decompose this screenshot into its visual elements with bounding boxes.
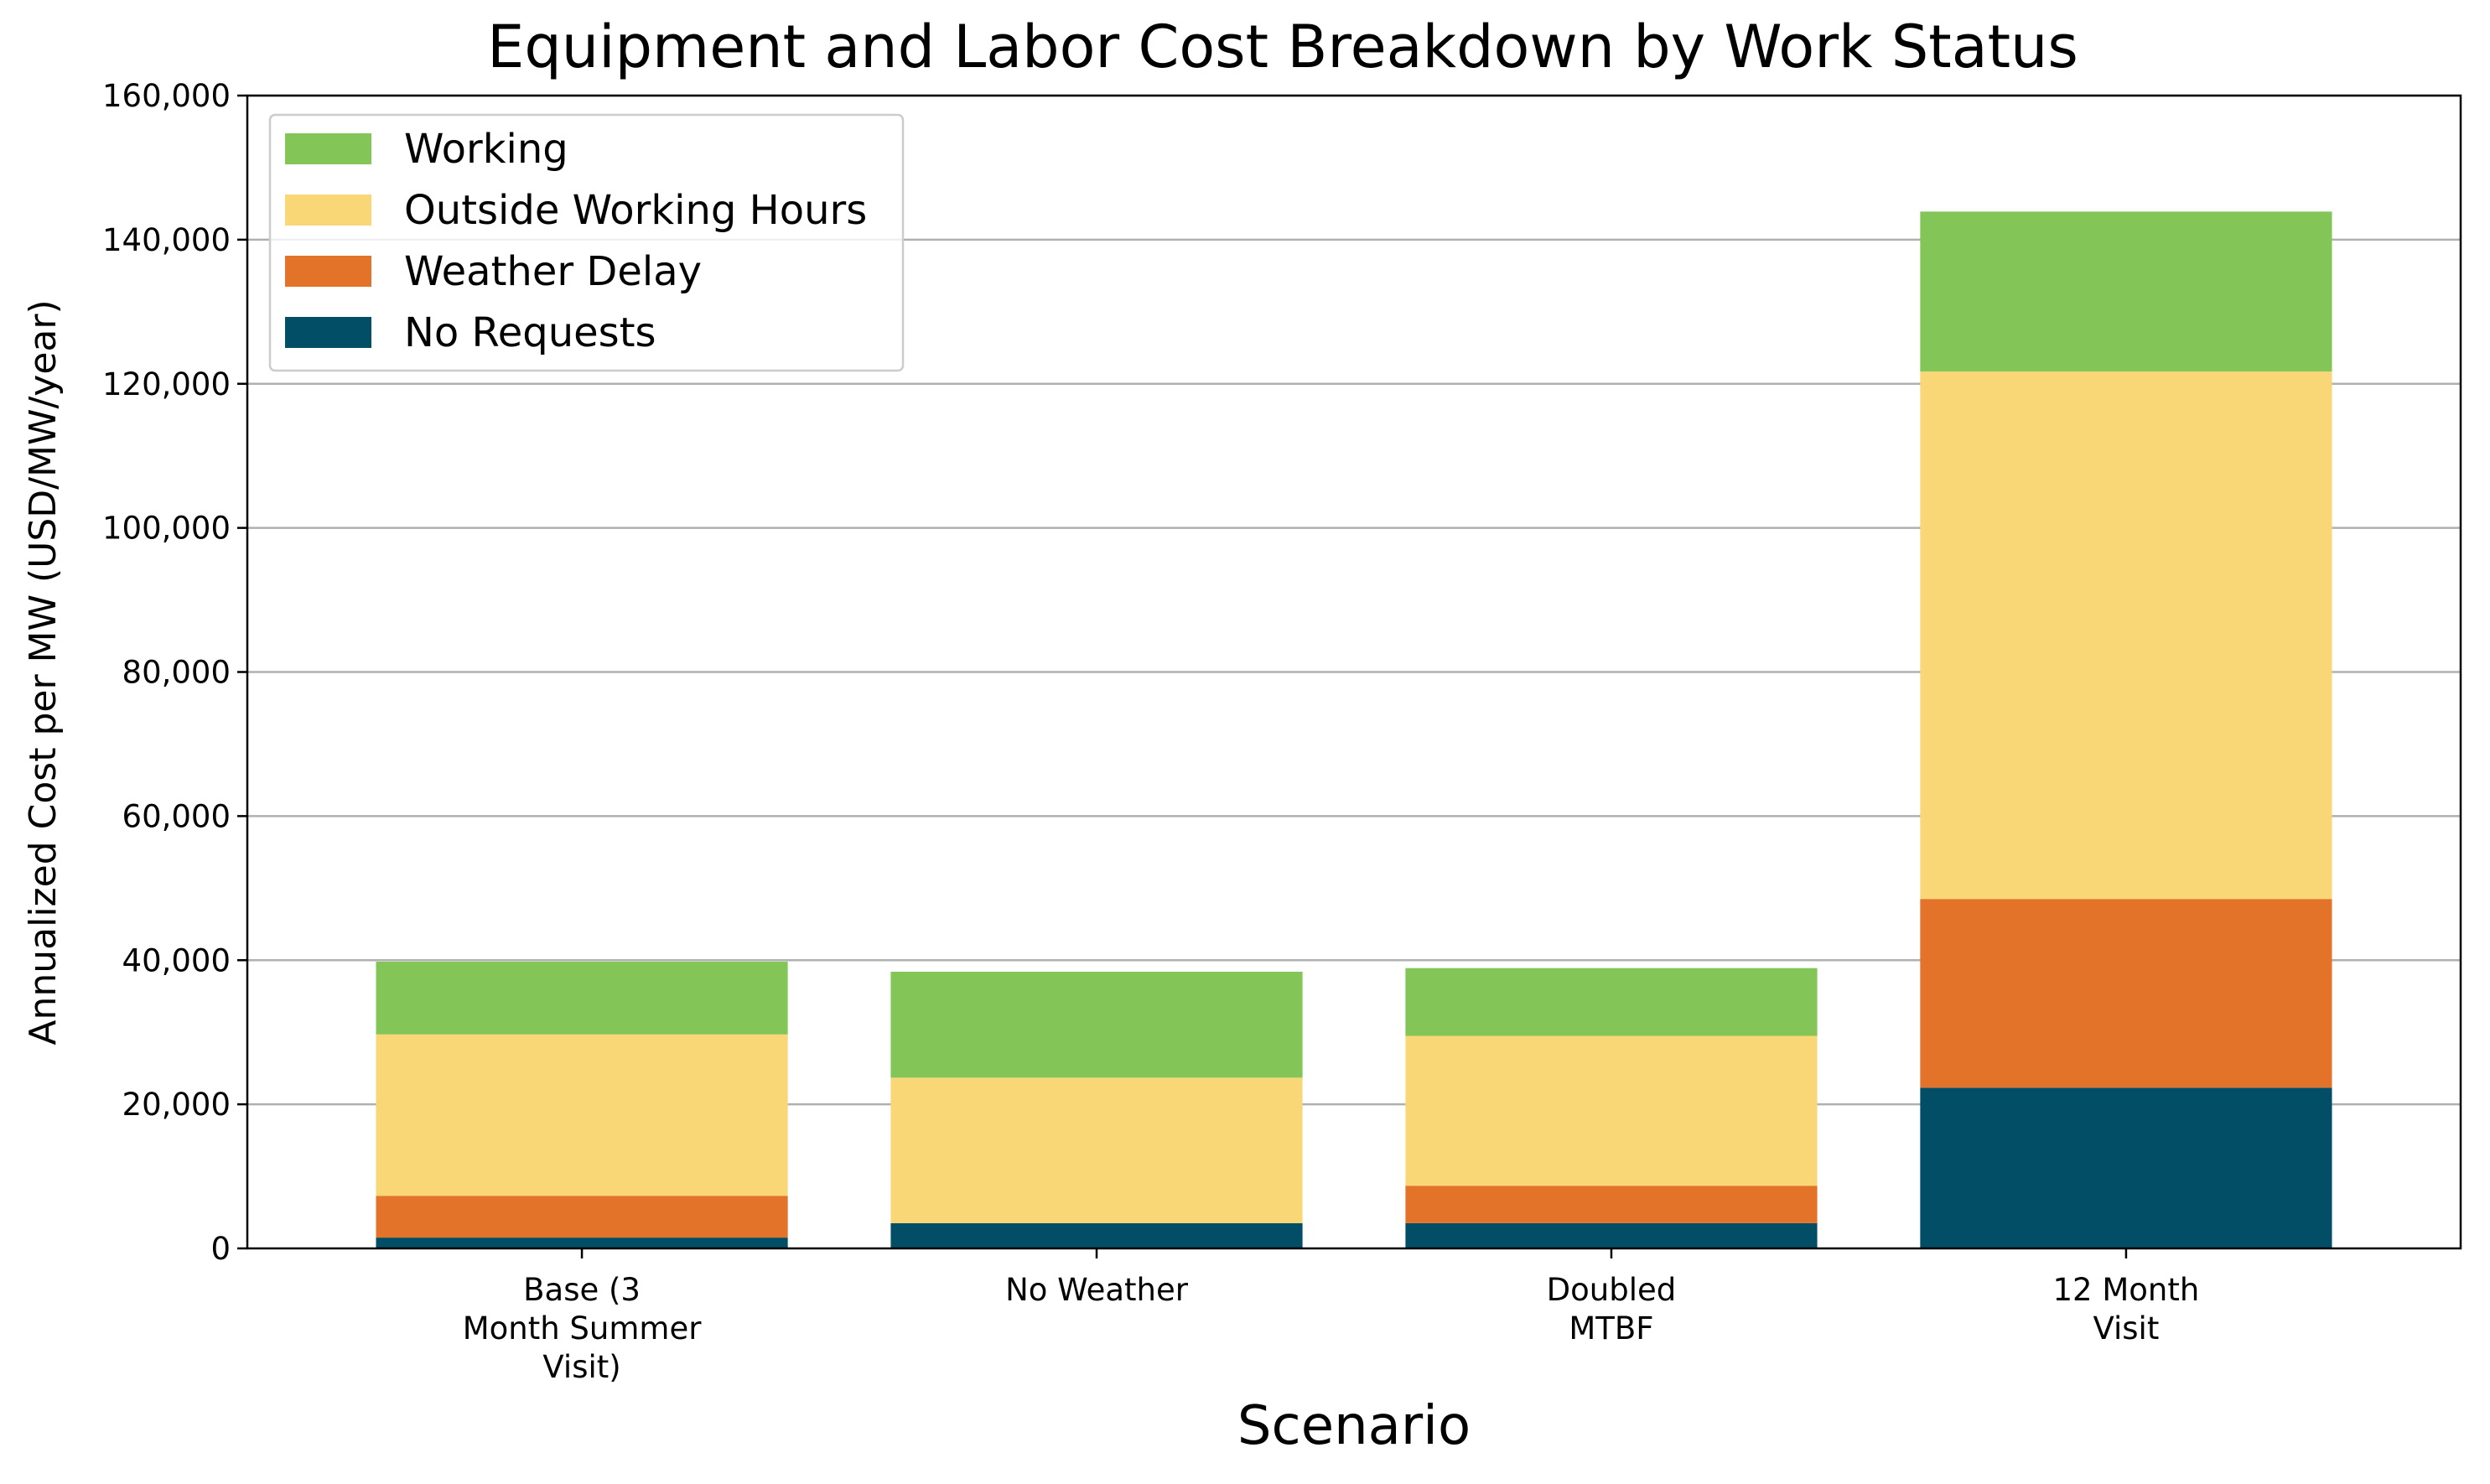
legend-swatch [285, 195, 371, 226]
y-axis-title: Annualized Cost per MW (USD/MW/year) [22, 299, 65, 1045]
bar-segment [376, 1034, 788, 1196]
legend-swatch [285, 133, 371, 164]
y-tick-label: 120,000 [102, 366, 231, 402]
y-tick-label: 100,000 [102, 511, 231, 547]
x-tick-label: No Weather [1005, 1272, 1189, 1308]
y-axis: 0 20,000 40,000 60,000 80,000 100,000 120,000 1… [102, 78, 247, 1267]
bar-segment [1920, 211, 2332, 372]
legend-label: Outside Working Hours [404, 187, 867, 234]
y-tick-label: 60,000 [122, 798, 231, 834]
legend-label: Working [404, 126, 568, 173]
legend-label: No Requests [404, 309, 656, 356]
bar-segment [890, 1077, 1303, 1223]
bar-segment [1405, 1035, 1818, 1186]
legend-swatch [285, 317, 371, 348]
legend-swatch [285, 256, 371, 287]
y-tick-label: 80,000 [122, 655, 231, 691]
legend-label: Weather Delay [404, 248, 702, 295]
x-axis: Base (3 Month Summer Visit) No Weather Doubl… [463, 1248, 2200, 1385]
bar-segment [1405, 1186, 1818, 1223]
bar-segment [890, 972, 1303, 1078]
x-tick-label: 12 Month Visit [2053, 1272, 2200, 1346]
bars [376, 211, 2332, 1248]
bar-segment [376, 961, 788, 1035]
y-tick-label: 0 [210, 1231, 231, 1267]
y-tick-label: 40,000 [122, 942, 231, 978]
x-axis-title: Scenario [1237, 1395, 1471, 1457]
bar-segment [1405, 1222, 1818, 1248]
y-tick-label: 140,000 [102, 222, 231, 258]
x-tick-label: Base (3 Month Summer Visit) [463, 1272, 703, 1385]
bar-segment [1405, 968, 1818, 1036]
bar-segment [1920, 1087, 2332, 1248]
y-tick-label: 160,000 [102, 78, 231, 114]
y-tick-label: 20,000 [122, 1087, 231, 1123]
bar-segment [1920, 899, 2332, 1088]
legend-frame [268, 113, 905, 372]
bar-segment [890, 1222, 1303, 1248]
legend: Working Outside Working Hours Weather Dela… [268, 113, 905, 372]
bar-segment [376, 1238, 788, 1248]
bar-segment [376, 1196, 788, 1238]
chart-title: Equipment and Labor Cost Breakdown by Wo… [487, 13, 2078, 81]
x-tick-label: Doubled MTBF [1547, 1272, 1677, 1346]
bar-segment [1920, 371, 2332, 900]
